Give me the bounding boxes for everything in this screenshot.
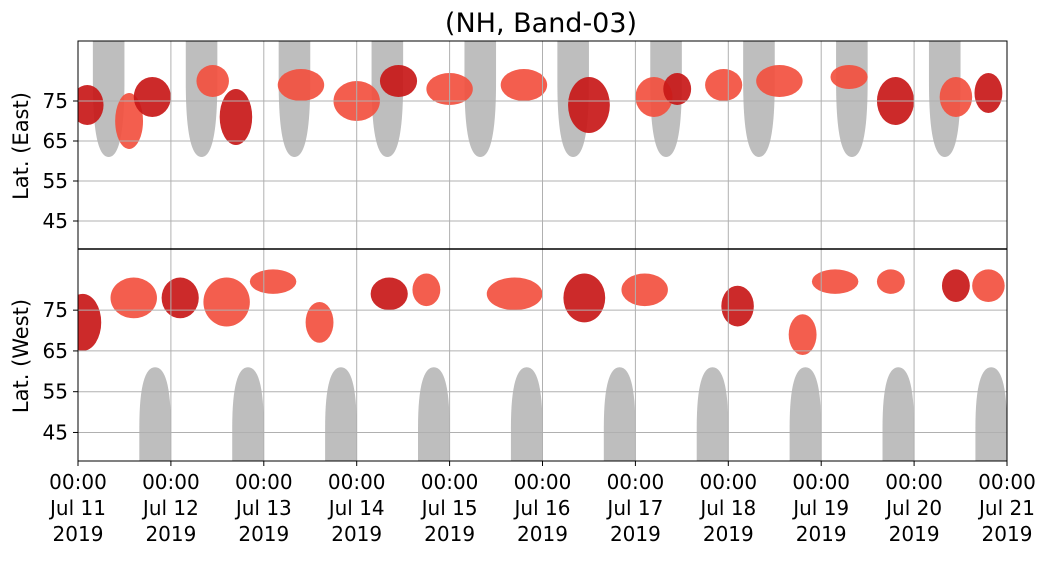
event-blob bbox=[563, 273, 606, 323]
y-tick-label-east: 45 bbox=[43, 209, 68, 233]
plot-content bbox=[78, 41, 1007, 461]
y-tick-label-east: 55 bbox=[43, 169, 68, 193]
x-tick-label-year: 2019 bbox=[610, 522, 661, 546]
x-tick-label-time: 00:00 bbox=[978, 470, 1036, 494]
x-tick-label-year: 2019 bbox=[982, 522, 1033, 546]
mask-lobe-west bbox=[603, 367, 636, 461]
event-blob bbox=[161, 277, 199, 319]
event-blob bbox=[110, 277, 157, 319]
y-tick-label-west: 75 bbox=[43, 298, 68, 322]
event-blob bbox=[705, 69, 743, 101]
event-blob bbox=[788, 314, 817, 355]
x-tick-label-date: Jul 15 bbox=[420, 496, 478, 520]
event-blob bbox=[621, 273, 668, 307]
x-tick-label-date: Jul 14 bbox=[327, 496, 385, 520]
event-blob bbox=[78, 293, 102, 351]
event-blob bbox=[305, 302, 334, 343]
x-tick-label-year: 2019 bbox=[53, 522, 104, 546]
mask-lobe-west bbox=[232, 367, 264, 461]
x-tick-label-time: 00:00 bbox=[885, 470, 943, 494]
y-tick-label-west: 45 bbox=[43, 420, 68, 444]
mask-lobe-west bbox=[789, 367, 822, 461]
x-tick-label-year: 2019 bbox=[889, 522, 940, 546]
mask-lobe-west bbox=[510, 367, 543, 461]
y-tick-label-west: 65 bbox=[43, 339, 68, 363]
x-tick-label-time: 00:00 bbox=[792, 470, 850, 494]
event-blob bbox=[974, 73, 1003, 113]
event-blob bbox=[635, 77, 673, 117]
x-tick-label-date: Jul 21 bbox=[977, 496, 1035, 520]
x-tick-label-time: 00:00 bbox=[235, 470, 293, 494]
x-tick-label-year: 2019 bbox=[796, 522, 847, 546]
mask-lobe-east bbox=[836, 41, 868, 157]
x-tick-label-time: 00:00 bbox=[514, 470, 572, 494]
event-blob bbox=[568, 77, 610, 133]
event-blob bbox=[115, 93, 144, 149]
x-tick-label-year: 2019 bbox=[703, 522, 754, 546]
y-tick-label-west: 55 bbox=[43, 380, 68, 404]
x-tick-label-time: 00:00 bbox=[142, 470, 200, 494]
x-tick-label-year: 2019 bbox=[331, 522, 382, 546]
mask-lobe-west bbox=[325, 367, 357, 461]
x-tick-label-year: 2019 bbox=[238, 522, 289, 546]
y-tick-label-east: 75 bbox=[43, 89, 68, 113]
event-blob bbox=[133, 77, 171, 117]
mask-lobe-east bbox=[185, 41, 218, 157]
x-tick-label-time: 00:00 bbox=[699, 470, 757, 494]
y-tick-label-east: 65 bbox=[43, 129, 68, 153]
event-blob bbox=[78, 85, 104, 125]
x-tick-label-time: 00:00 bbox=[607, 470, 665, 494]
event-blob bbox=[203, 277, 250, 327]
event-blob bbox=[663, 73, 692, 105]
mask-lobe-east bbox=[743, 41, 775, 157]
mask-lobe-west bbox=[139, 367, 171, 461]
x-tick-label-time: 00:00 bbox=[421, 470, 479, 494]
event-blob bbox=[370, 277, 408, 311]
mask-lobe-east bbox=[464, 41, 497, 157]
event-blob bbox=[500, 69, 548, 101]
event-blob bbox=[972, 269, 1005, 303]
event-blob bbox=[939, 77, 973, 117]
event-blob bbox=[486, 277, 543, 311]
x-tick-label-date: Jul 12 bbox=[141, 496, 199, 520]
x-tick-label-year: 2019 bbox=[517, 522, 568, 546]
x-tick-label-date: Jul 11 bbox=[48, 496, 106, 520]
event-blob bbox=[876, 269, 905, 294]
x-tick-label-time: 00:00 bbox=[49, 470, 107, 494]
event-blob bbox=[277, 69, 325, 101]
x-tick-label-time: 00:00 bbox=[328, 470, 386, 494]
x-tick-label-date: Jul 18 bbox=[698, 496, 756, 520]
chart-title: (NH, Band-03) bbox=[445, 8, 637, 39]
x-tick-label-date: Jul 16 bbox=[513, 496, 571, 520]
x-tick-label-date: Jul 20 bbox=[884, 496, 942, 520]
x-tick-label-year: 2019 bbox=[424, 522, 475, 546]
event-blob bbox=[249, 269, 297, 294]
x-tick-label-date: Jul 13 bbox=[234, 496, 292, 520]
mask-lobe-west bbox=[882, 367, 915, 461]
event-blob bbox=[811, 269, 859, 294]
mask-lobe-west bbox=[975, 367, 1007, 461]
mask-lobe-west bbox=[418, 367, 450, 461]
event-blob bbox=[196, 65, 229, 97]
event-blob bbox=[412, 273, 441, 307]
y-axis-label-west: Lat. (West) bbox=[9, 299, 33, 413]
event-blob bbox=[941, 269, 970, 303]
event-blob bbox=[830, 65, 868, 89]
plot-area bbox=[78, 41, 1007, 461]
event-blob bbox=[379, 65, 418, 97]
y-axis-label-east: Lat. (East) bbox=[9, 92, 33, 200]
x-tick-label-date: Jul 19 bbox=[791, 496, 849, 520]
event-blob bbox=[219, 89, 253, 145]
event-blob bbox=[721, 285, 754, 327]
x-tick-label-date: Jul 17 bbox=[605, 496, 663, 520]
event-blob bbox=[756, 65, 803, 97]
x-tick-label-year: 2019 bbox=[145, 522, 196, 546]
mask-lobe-west bbox=[696, 367, 729, 461]
